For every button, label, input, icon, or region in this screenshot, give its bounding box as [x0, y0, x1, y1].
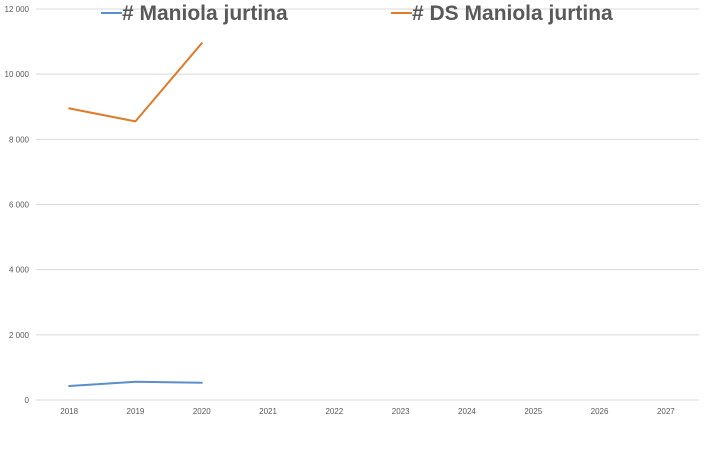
x-tick-label: 2025: [524, 407, 542, 416]
x-tick-label: 2018: [60, 407, 78, 416]
legend-label-ds-maniola-jurtina: # DS Maniola jurtina: [412, 2, 613, 25]
y-tick-label: 4 000: [9, 266, 30, 275]
x-tick-label: 2019: [127, 407, 145, 416]
x-tick-label: 2024: [458, 407, 476, 416]
x-tick-label: 2027: [657, 407, 675, 416]
x-tick-label: 2020: [193, 407, 211, 416]
y-axis-ticks: 0 2 000 4 000 6 000 8 000 10 000 12 000: [5, 5, 30, 405]
y-tick-label: 0: [25, 396, 30, 405]
x-axis-ticks: 2018 2019 2020 2021 2022 2023 2024 2025 2026 2027: [60, 407, 675, 416]
series-line-1: [68, 42, 203, 123]
legend: # Maniola jurtina # DS Maniola jurtina: [101, 2, 613, 25]
gridlines: [36, 8, 699, 401]
x-tick-label: 2026: [591, 407, 609, 416]
y-tick-label: 10 000: [5, 70, 30, 79]
y-tick-label: 6 000: [9, 201, 30, 210]
series-lines: [68, 42, 203, 387]
x-tick-label: 2023: [392, 407, 410, 416]
legend-label-maniola-jurtina: # Maniola jurtina: [122, 2, 288, 25]
y-tick-label: 12 000: [5, 5, 30, 14]
x-tick-label: 2021: [259, 407, 277, 416]
y-tick-label: 2 000: [9, 331, 30, 340]
y-tick-label: 8 000: [9, 135, 30, 144]
x-tick-label: 2022: [325, 407, 343, 416]
series-line-0: [68, 380, 203, 387]
